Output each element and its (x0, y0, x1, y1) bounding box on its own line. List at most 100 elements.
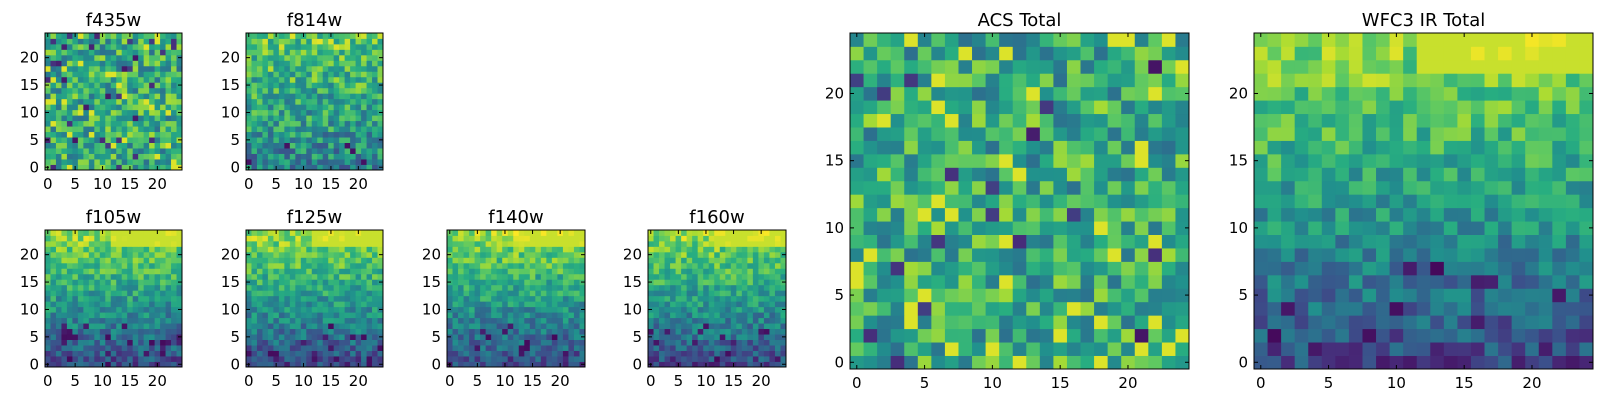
heatmap-cell (143, 262, 150, 269)
heatmap-cell (138, 93, 145, 100)
heatmap-cell (736, 306, 743, 313)
heatmap-cell (361, 38, 367, 45)
heatmap-cell (344, 164, 351, 171)
heatmap-cell (546, 312, 553, 319)
heatmap-cell (708, 334, 715, 340)
heatmap-cell (350, 65, 356, 72)
heatmap-cell (557, 350, 564, 357)
heatmap-cell (931, 355, 946, 370)
heatmap-cell (1080, 315, 1095, 330)
heatmap-cell (653, 246, 660, 253)
heatmap-cell (692, 323, 699, 330)
heatmap-cell (1134, 274, 1149, 289)
heatmap-cell (366, 82, 373, 89)
heatmap-cell (703, 317, 710, 324)
heatmap-cell (361, 301, 367, 308)
heatmap-cell (366, 153, 373, 160)
heatmap-cell (474, 356, 481, 362)
heatmap-cell (350, 137, 356, 143)
heatmap-cell (670, 284, 676, 291)
heatmap-cell (1107, 355, 1122, 370)
heatmap-cell (339, 312, 346, 319)
heatmap-cell (1335, 274, 1350, 289)
heatmap-cell (529, 323, 536, 330)
heatmap-cell (154, 65, 161, 72)
heatmap-cell (447, 284, 453, 291)
heatmap-cell (1066, 234, 1081, 249)
heatmap-cell (361, 82, 367, 89)
heatmap-cell (1308, 194, 1323, 209)
heatmap-cell (295, 317, 302, 324)
heatmap-cell (262, 306, 269, 313)
heatmap-cell (507, 328, 514, 335)
heatmap-cell (999, 248, 1014, 262)
heatmap-cell (246, 120, 252, 127)
heatmap-cell (1254, 342, 1268, 356)
heatmap-cell (284, 262, 291, 269)
heatmap-cell (344, 257, 351, 264)
heatmap-cell (1552, 342, 1567, 356)
heatmap-cell (295, 87, 302, 94)
heatmap-cell (985, 46, 1000, 61)
heatmap-cell (328, 159, 335, 165)
heatmap-cell (1470, 207, 1485, 222)
heatmap-cell (944, 207, 959, 222)
heatmap-cell (1267, 248, 1282, 262)
heatmap-cell (518, 235, 525, 242)
heatmap-cell (1321, 234, 1336, 249)
heatmap-cell (105, 148, 112, 154)
heatmap-cell (1470, 167, 1485, 182)
heatmap-cell (758, 350, 765, 357)
heatmap-cell (999, 274, 1014, 289)
heatmap-cell (333, 82, 340, 89)
heatmap-cell (1443, 315, 1458, 330)
heatmap-cell (256, 33, 263, 39)
heatmap-cell (350, 164, 356, 171)
heatmap-cell (579, 323, 586, 330)
heatmap-cell (557, 284, 564, 291)
heatmap-cell (350, 49, 356, 56)
heatmap-cell (513, 301, 520, 308)
heatmap-cell (557, 356, 564, 362)
heatmap-cell (850, 140, 864, 155)
heatmap-cell (1080, 100, 1095, 115)
heatmap-cell (664, 339, 671, 346)
heatmap-cell (529, 273, 536, 280)
heatmap-cell (83, 104, 90, 111)
heatmap-cell (774, 279, 781, 286)
heatmap-cell (176, 148, 183, 154)
heatmap-cell (149, 361, 155, 368)
heatmap-cell (361, 312, 367, 319)
heatmap-cell (736, 284, 743, 291)
heatmap-cell (1403, 328, 1418, 343)
heatmap-cell (863, 140, 878, 155)
heatmap-cell (72, 87, 79, 94)
heatmap-cell (116, 246, 123, 253)
heatmap-cell (535, 284, 542, 291)
heatmap-cell (1538, 248, 1553, 262)
y-tick-label: 5 (431, 328, 441, 346)
heatmap-cell (121, 317, 128, 324)
heatmap-cell (904, 153, 919, 168)
heatmap-cell (675, 301, 682, 308)
heatmap-cell (284, 87, 291, 94)
heatmap-cell (480, 268, 487, 275)
heatmap-cell (88, 257, 95, 264)
heatmap-cell (681, 268, 688, 275)
heatmap-cell (105, 49, 112, 56)
heatmap-cell (1161, 140, 1176, 155)
heatmap-cell (50, 279, 57, 286)
heatmap-cell (366, 43, 373, 50)
heatmap-cell (562, 257, 569, 264)
heatmap-cell (295, 262, 302, 269)
heatmap-cell (452, 240, 459, 247)
heatmap-cell (447, 356, 453, 362)
heatmap-cell (474, 273, 481, 280)
heatmap-cell (284, 356, 291, 362)
heatmap-cell (931, 33, 946, 47)
heatmap-cell (703, 356, 710, 362)
heatmap-cell (317, 43, 324, 50)
x-tick-label: 0 (445, 372, 455, 390)
heatmap-cell (1053, 73, 1068, 88)
heatmap-cell (339, 131, 346, 138)
